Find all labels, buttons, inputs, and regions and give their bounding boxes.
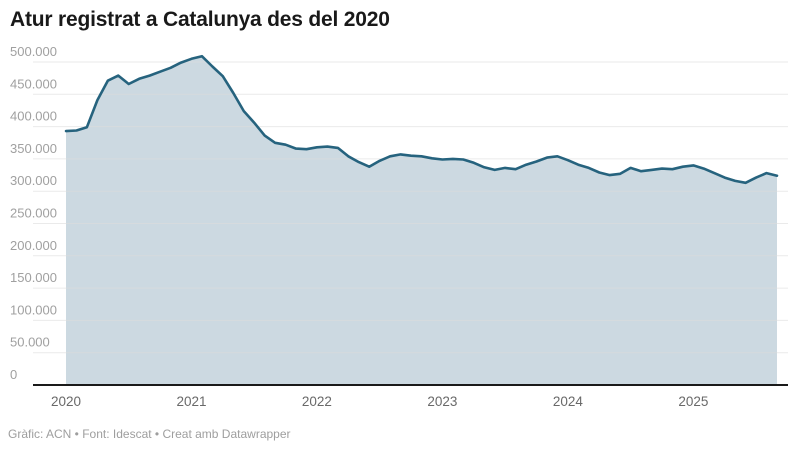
chart-credit: Gràfic: ACN • Font: Idescat • Creat amb … xyxy=(8,427,291,441)
x-axis-tick-label: 2025 xyxy=(678,394,708,409)
x-axis-tick-label: 2023 xyxy=(427,394,457,409)
area-fill xyxy=(66,56,777,385)
y-axis-tick-label: 100.000 xyxy=(10,302,57,317)
chart-title: Atur registrat a Catalunya des del 2020 xyxy=(10,8,390,31)
y-axis-tick-label: 450.000 xyxy=(10,76,57,91)
y-axis-tick-label: 50.000 xyxy=(10,335,50,350)
x-axis-tick-label: 2022 xyxy=(302,394,332,409)
y-axis-tick-label: 150.000 xyxy=(10,270,57,285)
y-axis-tick-label: 300.000 xyxy=(10,173,57,188)
y-axis-tick-label: 350.000 xyxy=(10,141,57,156)
y-axis-tick-label: 500.000 xyxy=(10,44,57,59)
y-axis-tick-label: 0 xyxy=(10,367,17,382)
x-axis-tick-label: 2020 xyxy=(51,394,81,409)
y-axis-tick-label: 400.000 xyxy=(10,109,57,124)
x-axis-tick-label: 2021 xyxy=(176,394,206,409)
y-axis-tick-label: 250.000 xyxy=(10,206,57,221)
data-line xyxy=(64,54,779,185)
x-axis-tick-label: 2024 xyxy=(553,394,584,409)
y-axis-tick-label: 200.000 xyxy=(10,238,57,253)
